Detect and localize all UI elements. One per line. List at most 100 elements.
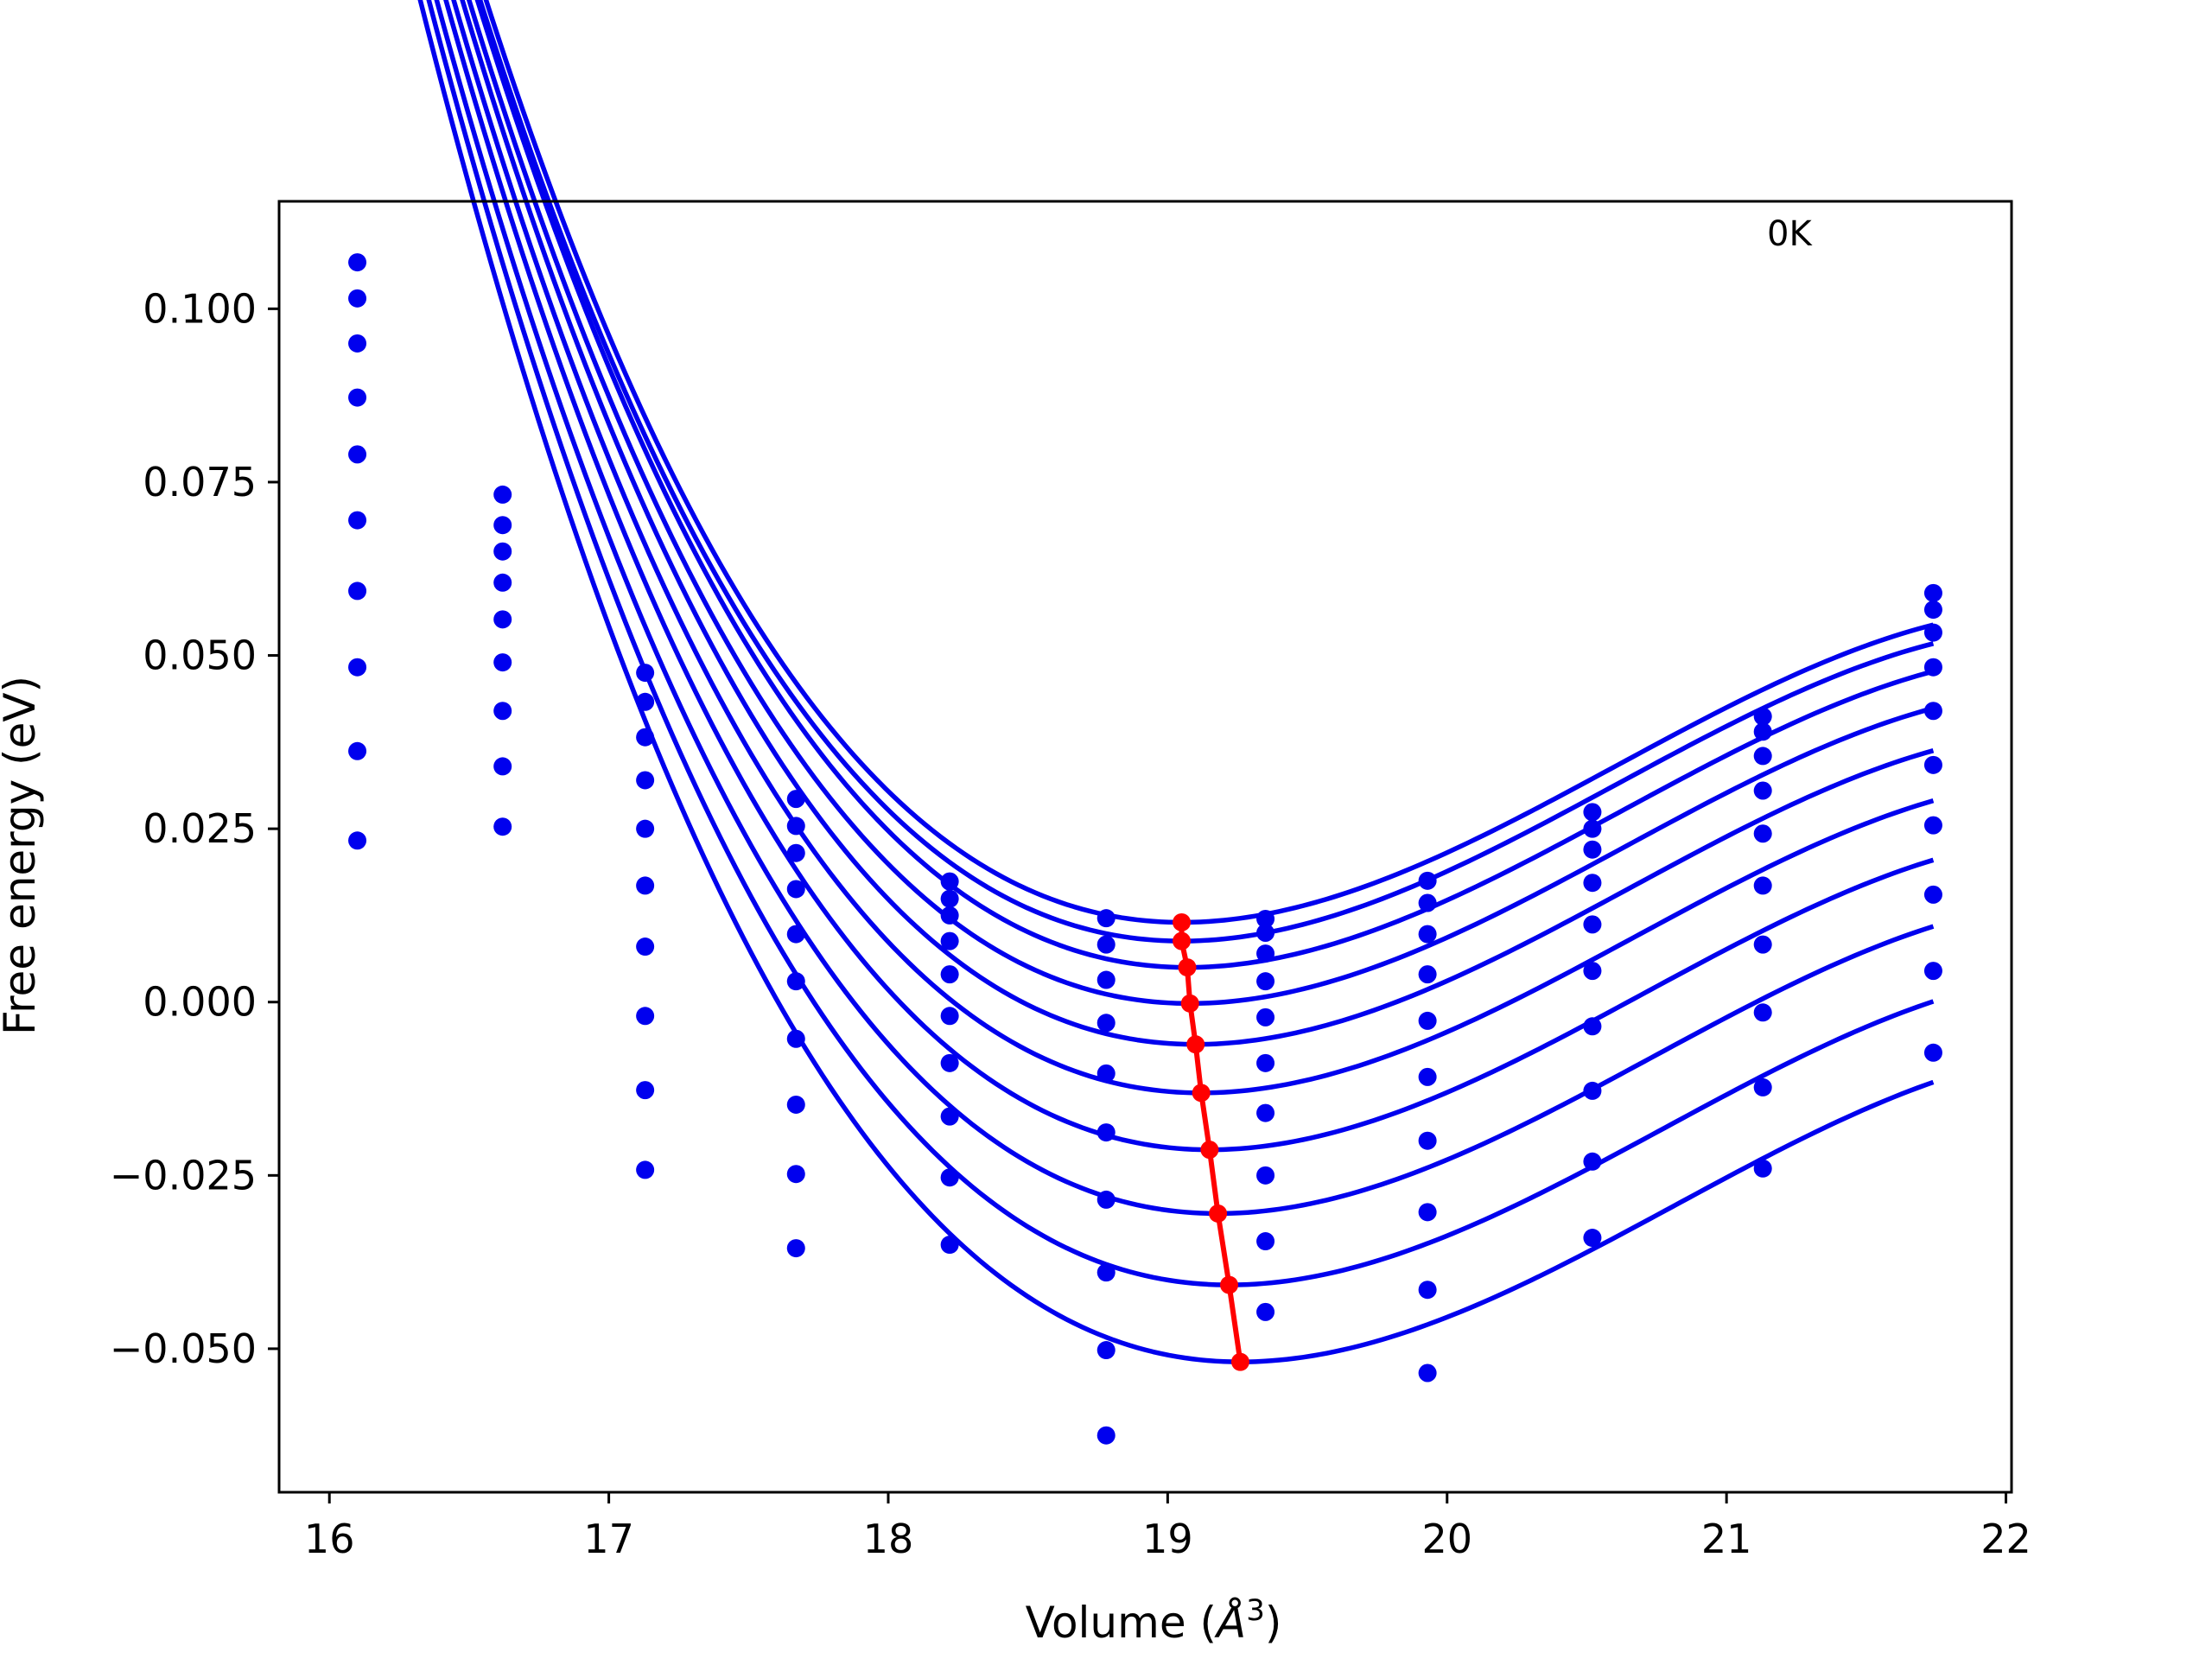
x-axis-ticks: 16 17 18 19 20 21 22	[304, 1492, 2031, 1562]
data-point	[636, 938, 655, 957]
data-point	[1923, 623, 1942, 642]
data-point	[348, 831, 367, 850]
data-point	[348, 253, 367, 272]
data-point	[1096, 1123, 1116, 1142]
data-point	[940, 889, 959, 908]
data-point	[1096, 1064, 1116, 1083]
y-tick-label: 0.000	[143, 979, 257, 1026]
data-point	[636, 728, 655, 747]
data-point	[786, 843, 805, 862]
data-point	[1923, 658, 1942, 677]
data-point	[1096, 1014, 1116, 1033]
data-point	[1256, 1302, 1275, 1321]
minimum-point	[1173, 912, 1192, 931]
y-axis-label: Free energy (eV)	[0, 676, 45, 1035]
minimum-point	[1230, 1352, 1249, 1371]
x-tick-label: 22	[1980, 1516, 2031, 1562]
data-point	[1583, 803, 1602, 822]
x-tick-label: 20	[1421, 1516, 1472, 1562]
minimum-point	[1186, 1035, 1205, 1054]
data-point	[348, 334, 367, 353]
data-point	[786, 1029, 805, 1048]
data-point	[348, 445, 367, 464]
data-point	[493, 702, 512, 721]
data-point	[636, 819, 655, 838]
data-point	[1256, 909, 1275, 928]
data-point	[636, 1007, 655, 1026]
data-point	[1753, 824, 1772, 843]
minimum-energy-path	[1173, 912, 1249, 1371]
data-point	[348, 582, 367, 601]
data-point	[786, 1165, 805, 1184]
data-point	[493, 653, 512, 672]
data-point	[1583, 819, 1602, 838]
data-point	[1418, 1363, 1437, 1382]
data-point	[1923, 702, 1942, 721]
data-point	[940, 1236, 959, 1255]
data-point	[1583, 962, 1602, 981]
data-point	[636, 664, 655, 683]
x-axis-label-power: 3	[1246, 1593, 1265, 1628]
data-point	[1923, 583, 1942, 602]
data-point	[493, 516, 512, 535]
data-point	[1096, 1190, 1116, 1209]
data-point	[1923, 755, 1942, 774]
x-axis-label-close: )	[1265, 1598, 1282, 1648]
fit-curve	[434, 0, 1935, 1217]
data-point	[636, 1081, 655, 1100]
data-point	[786, 790, 805, 809]
data-point	[940, 1168, 959, 1187]
x-tick-label: 21	[1701, 1516, 1752, 1562]
data-point	[1923, 962, 1942, 981]
x-tick-label: 19	[1142, 1516, 1193, 1562]
data-point	[1256, 972, 1275, 991]
data-point	[1753, 1003, 1772, 1022]
data-point	[786, 972, 805, 991]
data-point	[636, 692, 655, 711]
data-point	[636, 771, 655, 790]
minimum-point	[1220, 1275, 1239, 1294]
minimum-point	[1192, 1084, 1211, 1103]
fit-curve	[466, 0, 1935, 1007]
x-tick-label: 18	[863, 1516, 914, 1562]
data-point	[1256, 944, 1275, 963]
x-axis-label-unit: Å	[1214, 1598, 1246, 1648]
data-point	[348, 741, 367, 760]
data-point	[940, 1107, 959, 1126]
plot-frame	[277, 200, 2013, 1494]
data-point	[493, 757, 512, 776]
y-tick-label: −0.050	[110, 1325, 257, 1372]
data-point	[786, 1239, 805, 1258]
data-point	[1583, 840, 1602, 859]
fit-curve	[451, 0, 1935, 1096]
data-point	[1753, 781, 1772, 800]
data-point	[493, 542, 512, 561]
data-point	[1753, 747, 1772, 766]
data-point	[1418, 1067, 1437, 1086]
data-point	[493, 817, 512, 836]
x-axis-label-main: Volume (	[1026, 1598, 1217, 1648]
data-point	[1418, 1281, 1437, 1300]
data-point	[348, 289, 367, 308]
data-point	[1753, 707, 1772, 726]
x-tick-label: 17	[583, 1516, 634, 1562]
data-point	[940, 1007, 959, 1026]
data-point	[348, 658, 367, 677]
fit-curve	[483, 0, 1935, 925]
minimum-point	[1173, 931, 1192, 950]
data-point	[493, 573, 512, 592]
fit-curve	[417, 0, 1935, 1364]
data-point	[1096, 1426, 1116, 1445]
data-point	[1923, 885, 1942, 904]
y-tick-label: 0.050	[143, 632, 257, 679]
data-point	[1418, 1203, 1437, 1222]
data-point	[786, 925, 805, 944]
data-point	[1256, 1103, 1275, 1122]
x-tick-label: 16	[304, 1516, 355, 1562]
data-point	[1753, 935, 1772, 954]
x-axis-label: Volume (Å3)	[1026, 1593, 1282, 1648]
data-point	[1753, 722, 1772, 741]
data-point	[786, 817, 805, 836]
data-point	[1256, 1053, 1275, 1072]
